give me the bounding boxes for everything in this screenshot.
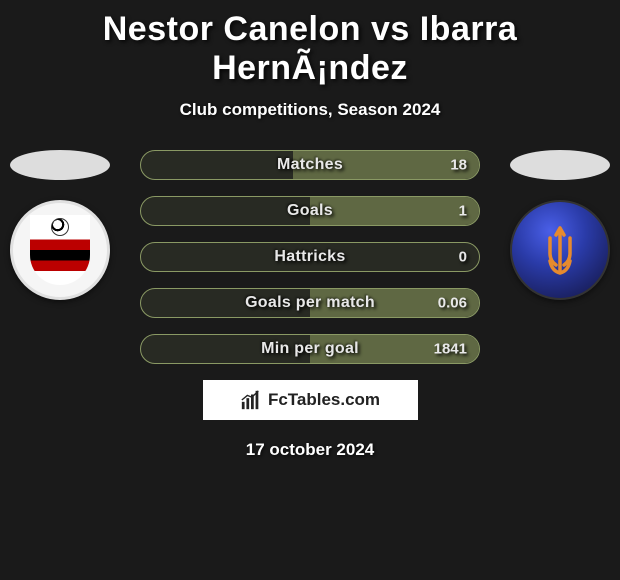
- player-right-photo: [510, 150, 610, 180]
- stat-value-right: 0: [459, 249, 467, 266]
- soccer-ball-icon: [51, 218, 69, 236]
- stat-label: Hattricks: [274, 248, 345, 266]
- stat-row: Matches 18: [140, 150, 480, 180]
- stat-label: Goals per match: [245, 294, 375, 312]
- club-badge-left-shield: [30, 215, 90, 285]
- stat-row: Min per goal 1841: [140, 334, 480, 364]
- stats-container: Matches 18 Goals 1 Hattricks 0 Goals per match…: [140, 150, 480, 364]
- stat-label: Min per goal: [261, 340, 359, 358]
- page-title: Nestor Canelon vs Ibarra HernÃ¡ndez: [0, 0, 620, 88]
- subtitle: Club competitions, Season 2024: [0, 100, 620, 120]
- stat-value-right: 18: [450, 157, 467, 174]
- date-text: 17 october 2024: [0, 440, 620, 460]
- stat-row: Goals 1: [140, 196, 480, 226]
- stat-value-right: 0.06: [438, 295, 467, 312]
- stat-fill-right: [310, 197, 479, 225]
- comparison-content: Matches 18 Goals 1 Hattricks 0 Goals per match…: [0, 150, 620, 460]
- branding-box: FcTables.com: [203, 380, 418, 420]
- stat-value-right: 1: [459, 203, 467, 220]
- club-badge-left: [10, 200, 110, 300]
- player-left-photo: [10, 150, 110, 180]
- stat-row: Goals per match 0.06: [140, 288, 480, 318]
- chart-icon: [240, 389, 262, 411]
- club-badge-right-crest: [535, 218, 585, 283]
- player-left-column: [10, 150, 110, 300]
- club-badge-right: [510, 200, 610, 300]
- stat-label: Goals: [287, 202, 333, 220]
- stat-label: Matches: [277, 156, 343, 174]
- branding-text: FcTables.com: [268, 390, 380, 410]
- stat-row: Hattricks 0: [140, 242, 480, 272]
- stat-value-right: 1841: [434, 341, 467, 358]
- trident-icon: [542, 223, 578, 278]
- player-right-column: [510, 150, 610, 300]
